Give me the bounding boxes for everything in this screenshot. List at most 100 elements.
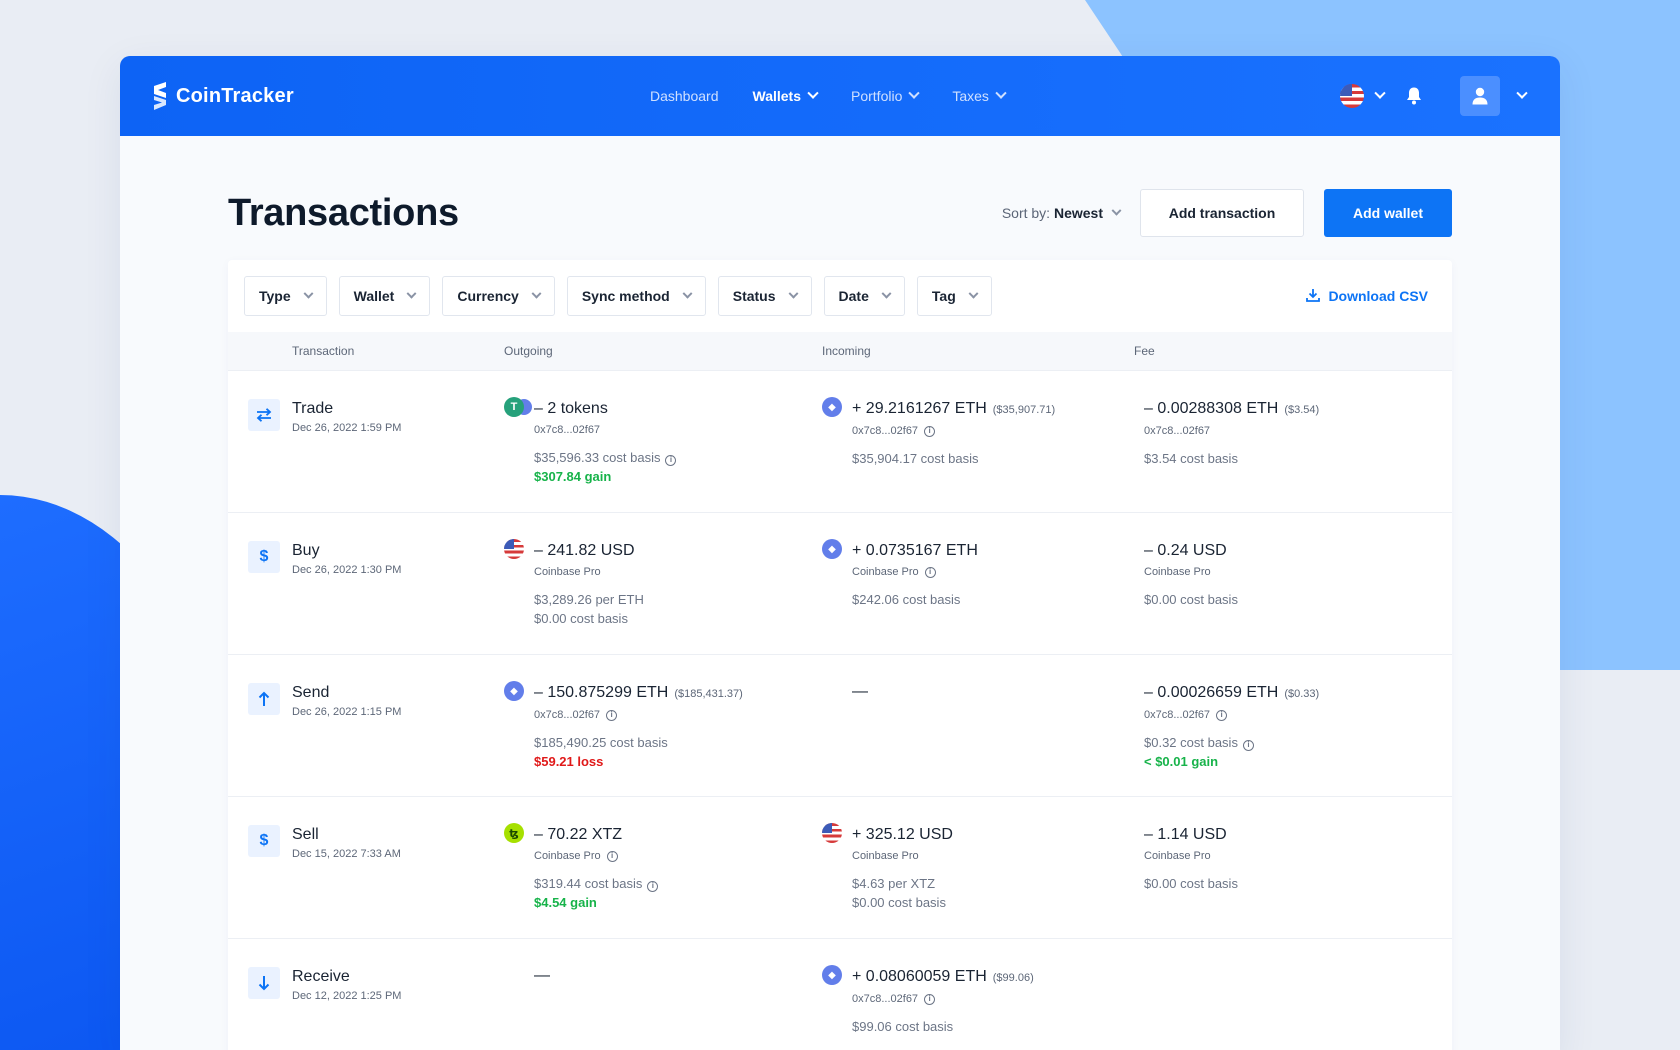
- transaction-type-cell: Trade Dec 26, 2022 1:59 PM: [228, 371, 504, 512]
- filter-status[interactable]: Status: [717, 276, 812, 316]
- info-icon[interactable]: i: [924, 425, 936, 437]
- eth-icon: [822, 965, 842, 985]
- transaction-date: Dec 12, 2022 1:25 PM: [292, 990, 402, 1002]
- download-csv-button[interactable]: Download CSV: [1306, 288, 1428, 305]
- download-icon: [1306, 288, 1321, 305]
- out-cell: T – 2 tokens 0x7c8...02f67 $35,596.33 cost …: [504, 371, 822, 512]
- wallet-source-label: Coinbase Pro: [534, 566, 601, 578]
- transaction-date: Dec 15, 2022 7:33 AM: [292, 848, 401, 860]
- transaction-info: Receive Dec 12, 2022 1:25 PM: [292, 967, 401, 1002]
- filter-label: Tag: [931, 288, 956, 304]
- info-icon[interactable]: i: [665, 454, 677, 466]
- info-icon[interactable]: i: [924, 566, 936, 578]
- cost-basis-line: $3,289.26 per ETH: [534, 590, 822, 609]
- cost-basis-text: $0.00 cost basis: [1144, 592, 1238, 607]
- amount-usd-value: ($35,907.71): [992, 404, 1056, 416]
- language-selector[interactable]: [1340, 84, 1386, 108]
- info-icon[interactable]: i: [606, 709, 618, 721]
- filter-wallet[interactable]: Wallet: [338, 276, 431, 316]
- cost-basis-line: $0.00 cost basis: [852, 893, 1134, 912]
- table-row[interactable]: $ Buy Dec 26, 2022 1:30 PM – 241.82 USD Coin…: [228, 512, 1452, 654]
- cost-basis-block: $3,289.26 per ETH $0.00 cost basis: [504, 590, 822, 628]
- add-wallet-button[interactable]: Add wallet: [1324, 189, 1452, 237]
- cost-basis-text: $35,904.17 cost basis: [852, 451, 979, 466]
- table-row[interactable]: Send Dec 26, 2022 1:15 PM – 150.875299 ETH…: [228, 654, 1452, 796]
- amount: + 0.08060059 ETH ($99.06): [822, 967, 1134, 988]
- transaction-type-cell: $ Buy Dec 26, 2022 1:30 PM: [228, 513, 504, 654]
- info-icon[interactable]: i: [647, 880, 659, 892]
- table-header: Transaction Outgoing Incoming Fee: [228, 332, 1452, 370]
- filter-type[interactable]: Type: [244, 276, 327, 316]
- gain-value: $4.54 gain: [534, 895, 597, 910]
- cost-basis-line: $0.32 cost basis i: [1144, 733, 1424, 752]
- table-row[interactable]: $ Sell Dec 15, 2022 7:33 AM ꜩ – 70.22 XTZ Coi…: [228, 796, 1452, 938]
- logo[interactable]: CoinTracker: [152, 82, 294, 110]
- nav-taxes[interactable]: Taxes: [952, 87, 1007, 104]
- info-icon[interactable]: i: [924, 993, 936, 1005]
- nav-wallets[interactable]: Wallets: [752, 87, 819, 104]
- filter-sync-method[interactable]: Sync method: [566, 276, 706, 316]
- transaction-type-cell: Send Dec 26, 2022 1:15 PM: [228, 655, 504, 796]
- fee-cell: – 0.00026659 ETH ($0.33) 0x7c8...02f67 i $0.…: [1134, 655, 1424, 796]
- info-icon[interactable]: i: [1242, 739, 1254, 751]
- filter-currency[interactable]: Currency: [442, 276, 555, 316]
- cost-basis-block: $319.44 cost basis i $4.54 gain: [504, 874, 822, 912]
- xtz-icon: ꜩ: [504, 823, 524, 843]
- fee-cell: – 0.24 USD Coinbase Pro $0.00 cost basis: [1134, 513, 1424, 654]
- cointracker-logo-icon: [152, 82, 168, 110]
- cost-basis-block: $0.00 cost basis: [1134, 590, 1424, 609]
- filter-date[interactable]: Date: [823, 276, 905, 316]
- wallet-source: Coinbase Pro: [1134, 850, 1424, 862]
- arrow-up-icon: [248, 683, 280, 715]
- amount: + 325.12 USD: [822, 825, 1134, 845]
- filter-label: Wallet: [353, 288, 395, 304]
- amount-value: – 0.00288308 ETH: [1144, 400, 1279, 417]
- chevron-down-icon: [1374, 87, 1386, 99]
- amount-value: + 0.08060059 ETH: [852, 968, 987, 985]
- amount-value: – 0.00026659 ETH: [1144, 684, 1279, 701]
- empty-dash: —: [534, 967, 550, 984]
- cost-basis-block: $99.06 cost basis: [822, 1017, 1134, 1036]
- sort-value: Newest: [1053, 205, 1103, 221]
- in-cell: + 29.2161267 ETH ($35,907.71) 0x7c8...02f6…: [822, 371, 1134, 512]
- sort-dropdown[interactable]: Sort by: Newest: [1002, 205, 1122, 221]
- nav-dashboard[interactable]: Dashboard: [650, 88, 719, 104]
- cost-basis-text: $0.00 cost basis: [534, 611, 628, 626]
- in-cell: + 0.08060059 ETH ($99.06) 0x7c8...02f67 i $9…: [822, 939, 1134, 1050]
- amount: – 150.875299 ETH ($185,431.37): [504, 683, 822, 704]
- wallet-source-label: Coinbase Pro: [1144, 566, 1211, 578]
- transaction-info: Sell Dec 15, 2022 7:33 AM: [292, 825, 401, 860]
- page-title: Transactions: [228, 191, 459, 234]
- add-transaction-button[interactable]: Add transaction: [1140, 189, 1304, 237]
- filter-label: Currency: [457, 288, 519, 304]
- column-header-fee: Fee: [1134, 344, 1155, 358]
- transaction-type: Receive: [292, 968, 350, 985]
- cost-basis-line: $185,490.25 cost basis: [534, 733, 822, 752]
- amount-value: – 2 tokens: [534, 400, 608, 417]
- account-menu[interactable]: [1460, 76, 1528, 116]
- amount-value: – 241.82 USD: [534, 542, 635, 559]
- table-row[interactable]: Receive Dec 12, 2022 1:25 PM — + 0.08060059…: [228, 938, 1452, 1050]
- chevron-down-icon: [303, 288, 314, 299]
- chevron-down-icon: [908, 87, 921, 99]
- nav-portfolio[interactable]: Portfolio: [851, 87, 921, 104]
- info-icon[interactable]: i: [1216, 709, 1228, 721]
- info-icon[interactable]: i: [606, 850, 618, 862]
- transaction-date: Dec 26, 2022 1:15 PM: [292, 706, 402, 718]
- table-row[interactable]: Trade Dec 26, 2022 1:59 PM T – 2 tokens 0x7c…: [228, 370, 1452, 512]
- cost-basis-text: $3,289.26 per ETH: [534, 592, 644, 607]
- usdt-eth-pair-icon: T: [504, 397, 534, 417]
- transaction-info: Send Dec 26, 2022 1:15 PM: [292, 683, 401, 718]
- wallet-source: 0x7c8...02f67 i: [504, 709, 822, 721]
- usd-icon: [822, 823, 842, 843]
- wallet-source-label: 0x7c8...02f67: [852, 425, 919, 437]
- filter-tag[interactable]: Tag: [916, 276, 992, 316]
- usdt-icon: T: [504, 397, 524, 417]
- wallet-source-label: 0x7c8...02f67: [852, 993, 919, 1005]
- transaction-date: Dec 26, 2022 1:59 PM: [292, 422, 402, 434]
- column-header-transaction: Transaction: [292, 344, 355, 358]
- nav-label: Wallets: [752, 88, 802, 104]
- nav-label: Taxes: [952, 88, 989, 104]
- cost-basis-text: $35,596.33 cost basis: [534, 450, 661, 465]
- notifications-bell-icon[interactable]: [1404, 86, 1424, 106]
